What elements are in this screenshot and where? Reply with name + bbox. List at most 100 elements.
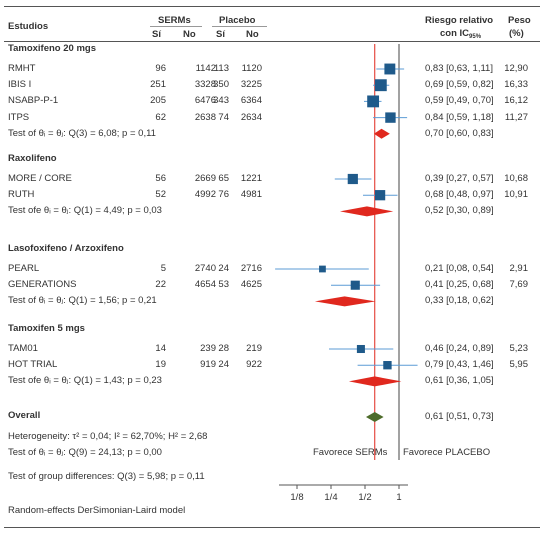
peso-header-line2: (%) — [509, 28, 524, 39]
study-marker — [384, 63, 396, 75]
group-title: Raxolifeno — [8, 153, 57, 164]
study-marker — [347, 173, 358, 185]
placebo-si-header: Sí — [216, 29, 225, 40]
study-rr-ci: 0,46 [0,24, 0,89] — [425, 343, 494, 354]
placebo-no-value: 219 — [246, 343, 262, 354]
serms-no-value: 4992 — [194, 189, 216, 201]
serms-no-value: 239 — [200, 343, 216, 354]
serms-header: SERMs — [158, 15, 191, 26]
study-name: NSABP-P-1 — [8, 95, 59, 107]
placebo-si-value: 113 — [213, 63, 229, 74]
serms-no-value: 3328 — [194, 79, 216, 91]
overall-summary: 0,61 [0,51, 0,73] — [425, 411, 494, 422]
serms-si-value: 205 — [150, 95, 166, 107]
subgroup-diamond — [339, 206, 394, 217]
serms-no-value: 1142 — [195, 63, 216, 74]
serms-si-value: 22 — [155, 279, 166, 291]
group-title: Tamoxifeno 20 mgs — [8, 43, 96, 54]
study-weight: 16,33 — [504, 79, 528, 91]
study-name: RUTH — [8, 189, 35, 201]
placebo-si-value: 343 — [213, 95, 229, 107]
study-weight: 11,27 — [504, 111, 528, 123]
subgroup-summary: 0,61 [0,36, 1,05] — [425, 375, 494, 387]
serms-si-header: Sí — [152, 29, 161, 40]
study-name: MORE / CORE — [8, 173, 72, 184]
study-weight: 2,91 — [509, 263, 529, 274]
x-axis-tick-label: 1 — [396, 492, 401, 503]
placebo-no-value: 2634 — [240, 111, 262, 123]
placebo-si-value: 76 — [218, 189, 229, 201]
study-rr-ci: 0,79 [0,43, 1,46] — [425, 359, 494, 371]
study-name: TAM01 — [8, 343, 38, 354]
placebo-no-value: 3225 — [240, 79, 262, 91]
group-title: Lasofoxifeno / Arzoxifeno — [8, 243, 124, 254]
placebo-si-value: 28 — [218, 343, 229, 354]
study-rr-ci: 0,21 [0,08, 0,54] — [425, 263, 494, 274]
subgroup-diamond — [314, 296, 376, 307]
study-marker — [356, 344, 365, 354]
study-weight: 10,91 — [504, 189, 528, 201]
study-weight: 16,12 — [504, 95, 528, 107]
serms-si-value: 14 — [155, 343, 166, 354]
header-rule — [4, 41, 540, 42]
group-differences-text: Test of group differences: Q(3) = 5,98; … — [8, 471, 205, 482]
placebo-si-value: 24 — [218, 359, 229, 371]
placebo-si-value: 24 — [218, 263, 229, 274]
study-rr-ci: 0,83 [0,63, 1,11] — [425, 63, 493, 74]
study-marker — [319, 265, 326, 273]
serms-si-value: 52 — [155, 189, 166, 201]
placebo-header: Placebo — [219, 15, 256, 26]
study-name: IBIS I — [8, 79, 32, 91]
study-weight: 5,95 — [509, 359, 529, 371]
subgroup-summary: 0,70 [0,60, 0,83] — [425, 127, 494, 139]
serms-si-value: 251 — [150, 79, 166, 91]
study-weight: 5,23 — [509, 343, 529, 354]
bottom-rule — [4, 527, 540, 528]
serms-si-value: 5 — [160, 263, 166, 274]
placebo-si-value: 350 — [213, 79, 229, 91]
study-rr-ci: 0,69 [0,59, 0,82] — [425, 79, 494, 91]
subgroup-test-text: Test ofe θᵢ = θⱼ: Q(1) = 1,43; p = 0,23 — [8, 375, 162, 387]
study-column-header: Estudios — [8, 21, 49, 32]
placebo-no-header: No — [246, 29, 259, 40]
study-marker — [383, 361, 392, 370]
study-marker — [385, 112, 396, 123]
rr-header-line2: con IC95% — [440, 28, 482, 40]
subgroup-test-text: Test of θᵢ = θⱼ: Q(1) = 1,56; p = 0,21 — [8, 295, 157, 307]
study-name: PEARL — [8, 263, 40, 274]
study-marker — [367, 95, 380, 108]
placebo-si-value: 74 — [218, 111, 229, 123]
subgroup-diamond — [373, 128, 390, 139]
serms-no-value: 2638 — [194, 111, 216, 123]
study-rr-ci: 0,84 [0,59, 1,18] — [425, 111, 494, 123]
x-axis-tick-label: 1/2 — [358, 492, 371, 503]
peso-header-line1: Peso — [508, 15, 531, 26]
rr-header-subscript: 95% — [469, 34, 482, 40]
study-rr-ci: 0,68 [0,48, 0,97] — [425, 189, 494, 201]
rr-header-line1: Riesgo relativo — [425, 15, 494, 26]
overall-label: Overall — [8, 410, 41, 421]
serms-no-header: No — [183, 29, 196, 40]
study-rr-ci: 0,59 [0,49, 0,70] — [425, 95, 494, 107]
serms-no-value: 2669 — [194, 173, 216, 184]
placebo-no-value: 922 — [246, 359, 262, 371]
heterogeneity-text: Heterogeneity: τ² = 0,04; I² = 62,70%; H… — [8, 431, 208, 442]
placebo-no-value: 4625 — [240, 279, 262, 291]
placebo-no-value: 2716 — [240, 263, 262, 274]
serms-no-value: 6476 — [194, 95, 216, 107]
placebo-no-value: 1120 — [241, 63, 262, 74]
top-rule — [4, 6, 540, 7]
subgroup-test-text: Test ofe θᵢ = θⱼ: Q(1) = 4,49; p = 0,03 — [8, 205, 162, 217]
placebo-no-value: 6364 — [240, 95, 262, 107]
placebo-underline — [212, 26, 267, 27]
placebo-si-value: 53 — [218, 279, 229, 291]
overall-test-text: Test of θᵢ = θⱼ: Q(9) = 24,13; p = 0,00 — [8, 447, 162, 458]
overall-diamond — [365, 412, 384, 422]
serms-si-value: 62 — [155, 111, 166, 123]
serms-no-value: 4654 — [194, 279, 216, 291]
subgroup-summary: 0,33 [0,18, 0,62] — [425, 295, 494, 307]
placebo-no-value: 4981 — [240, 189, 262, 201]
x-axis-tick-label: 1/4 — [324, 492, 337, 503]
subgroup-summary: 0,52 [0,30, 0,89] — [425, 205, 494, 217]
